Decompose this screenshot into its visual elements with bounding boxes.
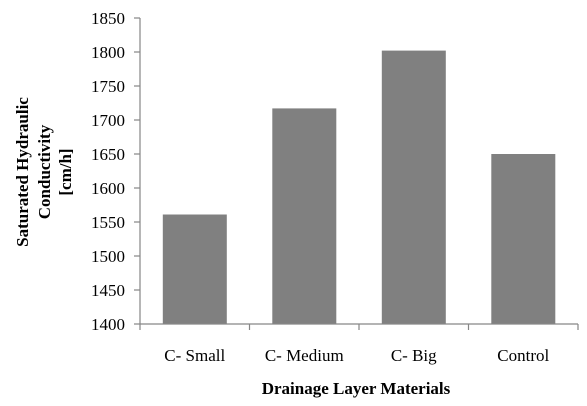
y-axis-title-line-1: Saturated Hydraulic [13,97,32,247]
y-tick-label: 1700 [91,111,125,130]
y-axis-title: Saturated Hydraulic Conductivity [cm/h] [13,97,75,247]
y-tick-label: 1650 [91,145,125,164]
y-tick-label: 1750 [91,77,125,96]
y-tick-labels: 1400 1450 1500 1550 1600 1650 1700 1750 1800 1850 [91,9,125,334]
x-axis-title: Drainage Layer Materials [262,379,451,398]
x-tick-labels: C- Small C- Medium C- Big Control [164,346,549,365]
x-tick-label: C- Small [164,346,225,365]
y-tick-label: 1550 [91,213,125,232]
x-tick-label: C- Big [391,346,437,365]
y-tick-label: 1600 [91,179,125,198]
bar-3 [381,50,446,324]
y-tick-label: 1400 [91,315,125,334]
y-tick-label: 1500 [91,247,125,266]
y-axis-title-line-3: [cm/h] [56,148,75,195]
y-tick-label: 1850 [91,9,125,28]
axes [134,17,579,330]
x-tick-label: C- Medium [265,346,344,365]
y-tick-label: 1800 [91,43,125,62]
y-axis-title-line-2: Conductivity [35,124,54,219]
bars [162,50,556,325]
bar-2 [272,108,337,325]
bar-4 [491,154,556,324]
y-tick-label: 1450 [91,281,125,300]
x-tick-label: Control [497,346,549,365]
bar-1 [162,214,227,324]
